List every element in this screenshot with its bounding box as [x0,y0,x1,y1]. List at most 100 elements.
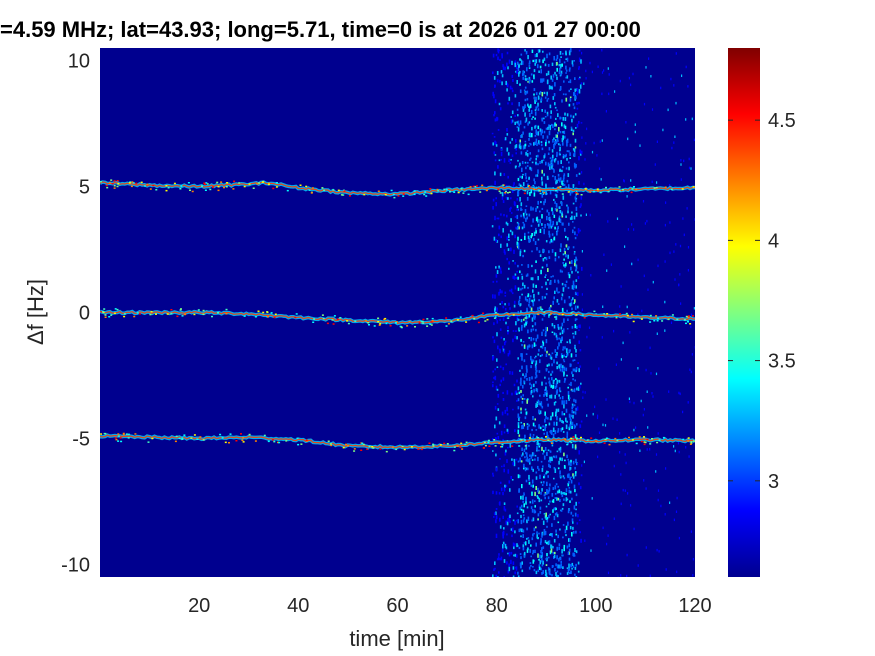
noise-speck [547,556,550,559]
noise-speck [606,542,608,546]
noise-speck [533,178,535,182]
noise-speck [557,521,560,524]
noise-speck [545,73,548,76]
noise-speck [525,180,528,182]
noise-speck [550,164,552,166]
noise-speck [545,472,547,475]
noise-speck [559,153,561,156]
noise-speck [528,313,531,318]
noise-speck [541,572,543,575]
noise-speck [516,108,519,111]
noise-speck [558,143,560,146]
trace-speck [481,184,484,187]
noise-speck [533,388,535,393]
noise-speck [511,154,514,157]
noise-speck [511,89,514,93]
noise-speck [532,283,535,288]
trace-speck [378,324,381,326]
noise-speck [519,474,521,478]
noise-speck [524,91,527,95]
noise-speck [517,398,520,402]
trace-speck [486,318,489,321]
noise-speck [562,142,564,146]
noise-speck [537,553,539,558]
noise-speck [524,296,527,301]
noise-speck [561,427,564,431]
noise-speck [495,516,498,519]
noise-speck [534,62,536,66]
noise-speck [545,368,548,372]
noise-speck [559,332,562,335]
trace-speck [275,182,278,184]
trace-speck [242,441,245,443]
noise-speck [509,229,512,233]
noise-speck [552,124,554,129]
noise-speck [565,356,567,358]
noise-speck [521,397,524,400]
trace-speck [431,317,434,320]
noise-speck [500,270,502,274]
noise-speck [670,321,673,324]
trace-speck [368,445,371,448]
y-tick-label: -5 [72,429,90,451]
noise-speck [530,365,532,369]
noise-speck [503,468,505,473]
noise-speck [524,112,526,117]
noise-speck [536,64,539,69]
noise-speck [565,167,568,170]
noise-speck [566,328,569,330]
noise-speck [563,247,566,253]
noise-speck [563,404,565,409]
noise-speck [518,144,521,149]
noise-speck [549,222,552,227]
noise-speck [604,424,607,427]
noise-speck [622,488,624,492]
noise-speck [507,330,509,332]
noise-speck [496,240,499,243]
noise-speck [575,258,578,262]
noise-speck [566,75,569,79]
noise-speck [569,143,572,147]
noise-speck [578,120,580,124]
noise-speck [576,102,578,105]
trace-speck [277,441,279,444]
noise-speck [558,215,561,218]
noise-speck [529,104,532,108]
trace-speck [384,317,387,320]
noise-speck [656,332,658,335]
noise-speck [549,104,552,109]
trace-speck [483,441,486,444]
noise-speck [496,307,498,312]
y-axis-label: Δf [Hz] [23,279,48,345]
noise-speck [565,139,568,143]
noise-speck [577,228,580,233]
noise-speck [500,70,503,74]
noise-speck [522,424,525,429]
trace-speck [595,440,598,443]
noise-speck [516,270,518,273]
trace-speck [243,185,246,188]
noise-speck [624,489,626,492]
noise-speck [524,235,526,240]
noise-speck [576,123,579,128]
noise-speck [527,81,529,83]
trace-speck [603,442,606,444]
trace-speck [575,191,578,194]
noise-speck [569,424,571,429]
trace-speck [278,441,281,444]
noise-speck [506,390,509,395]
trace-speck [103,432,106,435]
noise-speck [517,264,519,268]
noise-speck [507,326,509,330]
noise-speck [562,348,564,351]
noise-speck [562,492,564,495]
noise-speck [504,67,506,71]
noise-speck [692,574,694,577]
noise-speck [513,249,515,254]
noise-speck [520,53,523,56]
noise-speck [521,356,523,361]
noise-speck [680,163,682,166]
noise-speck [534,491,536,497]
noise-speck [554,279,556,283]
noise-speck [511,371,514,375]
